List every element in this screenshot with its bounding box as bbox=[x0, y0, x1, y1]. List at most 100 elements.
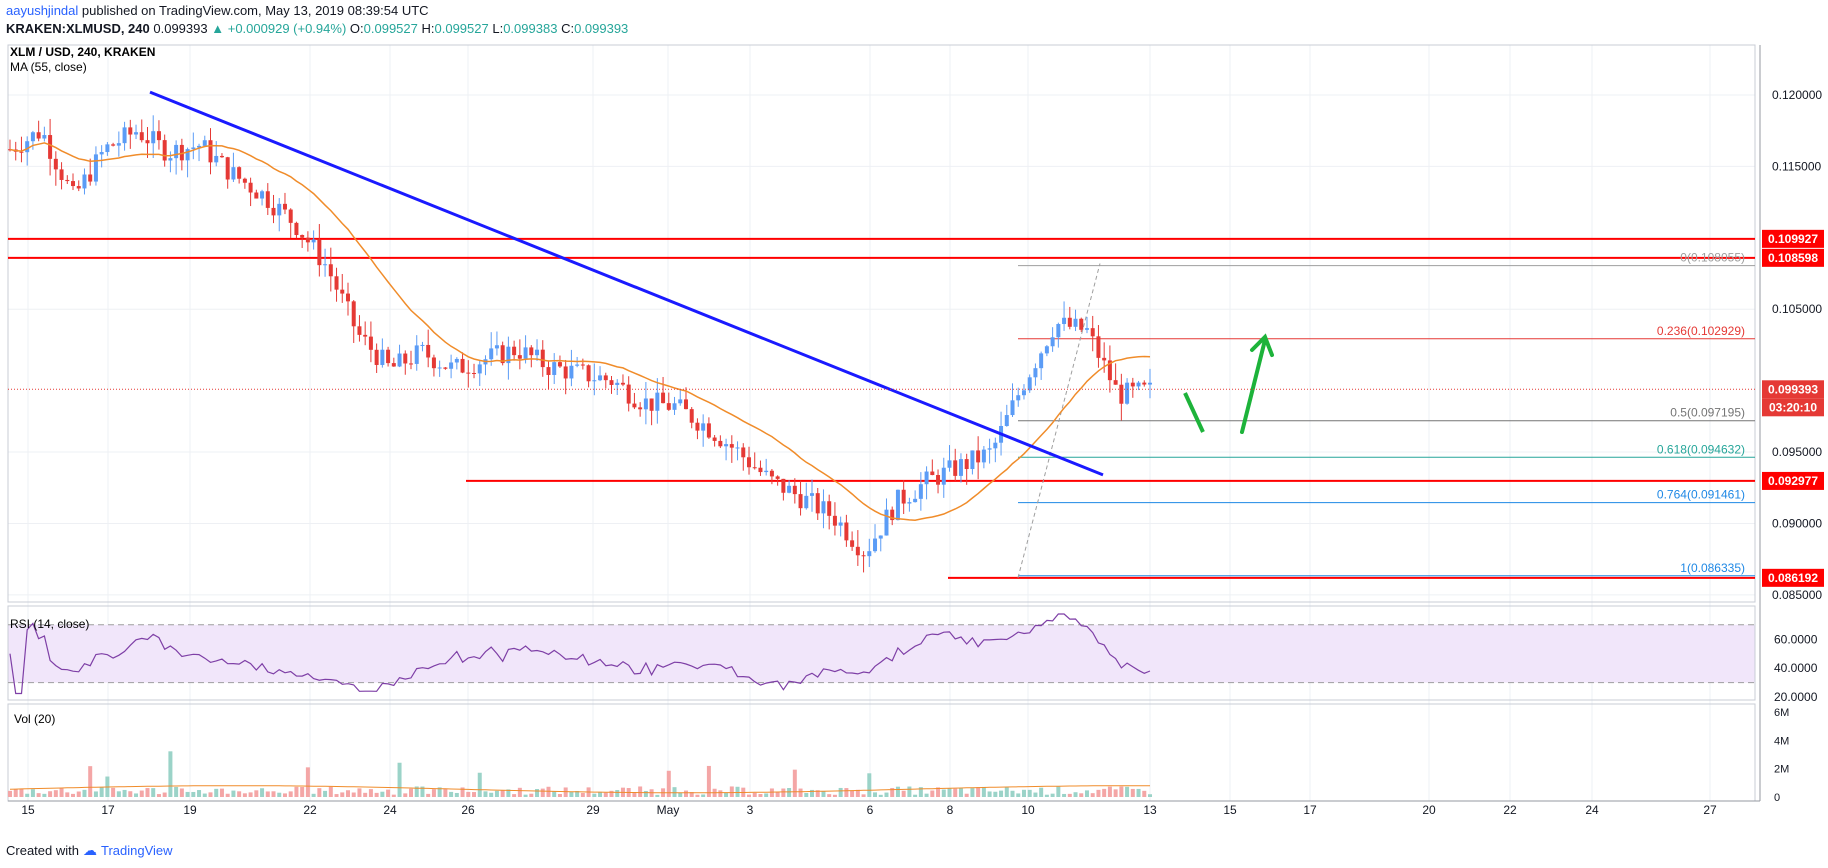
pane-frames bbox=[7, 44, 1761, 802]
candle-body bbox=[603, 375, 608, 381]
rsi-line bbox=[9, 613, 1151, 695]
volume-bar bbox=[386, 789, 391, 797]
candle-body bbox=[764, 470, 769, 473]
volume-bar bbox=[374, 792, 379, 797]
close-label: C: bbox=[561, 21, 575, 36]
volume-bar bbox=[260, 788, 265, 797]
candle-body bbox=[741, 447, 746, 458]
volume-bar bbox=[873, 792, 878, 797]
volume-bar bbox=[477, 772, 482, 797]
candle-body bbox=[88, 174, 93, 182]
candle-body bbox=[867, 551, 872, 557]
rsi-tick-label: 40.0000 bbox=[1774, 661, 1818, 675]
volume-bar bbox=[185, 791, 190, 797]
level-price-tag-bg bbox=[1762, 568, 1824, 587]
candle-body bbox=[666, 403, 671, 410]
volume-bar bbox=[810, 789, 815, 797]
publish-info: published on TradingView.com, May 13, 20… bbox=[81, 3, 429, 18]
change-up-icon: ▲ bbox=[211, 21, 225, 36]
candle-body bbox=[1096, 336, 1101, 358]
candle-body bbox=[454, 358, 459, 363]
volume-bar bbox=[1067, 793, 1072, 797]
level-price-tag: 0.109927 bbox=[1768, 232, 1818, 246]
candle-body bbox=[300, 234, 305, 238]
volume-bar bbox=[139, 790, 144, 797]
candle-body bbox=[1039, 353, 1044, 369]
fib-level-label: 1(0.086335) bbox=[1680, 561, 1745, 575]
trend-drawings[interactable] bbox=[8, 90, 1755, 477]
candle-body bbox=[363, 334, 368, 337]
candle-body bbox=[781, 478, 786, 493]
volume-bar bbox=[8, 790, 12, 797]
volume-bar bbox=[592, 793, 597, 797]
candle-body bbox=[546, 367, 551, 375]
candle-body bbox=[294, 222, 299, 235]
volume-bar bbox=[59, 788, 64, 797]
candle-body bbox=[569, 365, 574, 379]
y-tick-label: 0.120000 bbox=[1772, 88, 1822, 102]
volume-bar bbox=[764, 793, 769, 797]
candle-body bbox=[981, 449, 986, 463]
volume-bar bbox=[993, 791, 998, 797]
candle-body bbox=[598, 375, 603, 381]
volume-bar bbox=[924, 793, 929, 797]
volume-bar bbox=[798, 788, 803, 797]
candle-body bbox=[1067, 317, 1072, 327]
candle-body bbox=[683, 399, 688, 410]
volume-bar bbox=[1079, 793, 1084, 797]
level-price-tag: 0.086192 bbox=[1768, 571, 1818, 585]
candle-body bbox=[678, 399, 683, 404]
candle-body bbox=[787, 485, 792, 493]
x-tick-label: 24 bbox=[1585, 803, 1599, 817]
candle-body bbox=[1102, 357, 1107, 361]
volume-bar bbox=[1102, 788, 1107, 797]
candle-body bbox=[718, 440, 723, 447]
candle-body bbox=[701, 423, 706, 431]
candle-body bbox=[168, 158, 173, 161]
high-label: H: bbox=[421, 21, 435, 36]
candle-body bbox=[895, 489, 900, 521]
candle-body bbox=[1056, 324, 1061, 338]
candle-body bbox=[523, 347, 528, 359]
y-tick-label: 0.085000 bbox=[1772, 588, 1822, 602]
volume-bar bbox=[918, 787, 923, 797]
volume-bar bbox=[443, 788, 448, 797]
candle-body bbox=[626, 384, 631, 404]
candle-body bbox=[134, 132, 139, 135]
open-label: O: bbox=[349, 21, 364, 36]
candle-body bbox=[156, 131, 161, 141]
author-link[interactable]: aayushjindal bbox=[6, 3, 79, 18]
candle-body bbox=[615, 382, 620, 385]
horizontal-levels[interactable] bbox=[8, 237, 1755, 579]
volume-bar bbox=[1039, 787, 1044, 797]
y-tick-label: 0.095000 bbox=[1772, 445, 1822, 459]
volume-bar bbox=[489, 792, 494, 797]
candle-body bbox=[775, 476, 780, 479]
tradingview-link[interactable]: TradingView bbox=[100, 843, 173, 858]
up-arrow-icon bbox=[1240, 333, 1274, 434]
candle-body bbox=[1084, 328, 1089, 330]
volume-bar bbox=[546, 786, 551, 797]
candle-body bbox=[855, 546, 860, 556]
candle-body bbox=[197, 145, 202, 148]
fibonacci-retracement[interactable]: 0(0.108055) 0.236(0.102929) 0.5(0.097195) 0… bbox=[1017, 251, 1755, 578]
candle-body bbox=[844, 522, 849, 541]
volume-bar bbox=[609, 790, 614, 797]
candle-body bbox=[672, 403, 677, 410]
low-value: 0.099383 bbox=[503, 21, 558, 36]
fib-level-label: 0.618(0.094632) bbox=[1657, 442, 1745, 456]
volume-bar bbox=[844, 788, 849, 797]
volume-bar bbox=[787, 787, 792, 797]
candle-body bbox=[1027, 377, 1032, 391]
volume-bar bbox=[598, 791, 603, 797]
candle-body bbox=[460, 358, 465, 373]
volume-bar bbox=[603, 792, 608, 797]
volume-bar bbox=[615, 790, 620, 797]
volume-bar bbox=[65, 792, 70, 797]
last-price: 0.099393 bbox=[153, 21, 208, 36]
volume-bar bbox=[884, 792, 889, 797]
candle-body bbox=[993, 442, 998, 449]
volume-bar bbox=[569, 791, 574, 797]
x-tick-label: 29 bbox=[586, 803, 600, 817]
